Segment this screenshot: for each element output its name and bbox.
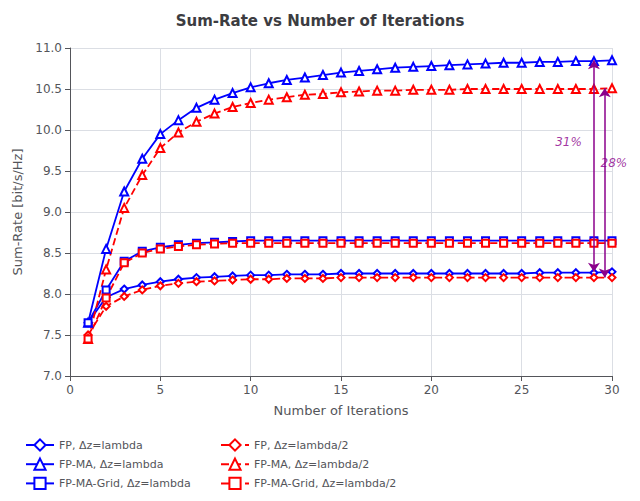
svg-text:25: 25	[514, 383, 529, 397]
svg-text:0: 0	[66, 383, 74, 397]
svg-text:9.5: 9.5	[43, 164, 62, 178]
svg-text:7.0: 7.0	[43, 369, 62, 383]
svg-text:20: 20	[424, 383, 439, 397]
svg-text:7.5: 7.5	[43, 328, 62, 342]
svg-text:FP-MA-Grid, Δz=lambda/2: FP-MA-Grid, Δz=lambda/2	[254, 477, 396, 490]
svg-text:8.5: 8.5	[43, 246, 62, 260]
svg-text:31%: 31%	[555, 135, 582, 149]
svg-text:Number of Iterations: Number of Iterations	[274, 403, 409, 418]
svg-text:FP-MA, Δz=lambda: FP-MA, Δz=lambda	[59, 458, 163, 471]
svg-text:15: 15	[333, 383, 348, 397]
svg-text:10: 10	[243, 383, 258, 397]
svg-text:30: 30	[604, 383, 619, 397]
svg-text:FP, Δz=lambda/2: FP, Δz=lambda/2	[254, 439, 348, 452]
svg-text:8.0: 8.0	[43, 287, 62, 301]
svg-text:Sum-Rate vs Number of Iteratio: Sum-Rate vs Number of Iterations	[176, 12, 465, 30]
svg-text:FP-MA, Δz=lambda/2: FP-MA, Δz=lambda/2	[254, 458, 369, 471]
svg-text:9.0: 9.0	[43, 205, 62, 219]
svg-text:10.0: 10.0	[35, 123, 62, 137]
svg-text:FP, Δz=lambda: FP, Δz=lambda	[59, 439, 143, 452]
svg-text:28%: 28%	[601, 156, 628, 170]
svg-text:FP-MA-Grid, Δz=lambda: FP-MA-Grid, Δz=lambda	[59, 477, 191, 490]
svg-text:Sum-Rate [bit/s/Hz]: Sum-Rate [bit/s/Hz]	[10, 148, 25, 275]
svg-text:10.5: 10.5	[35, 82, 62, 96]
svg-text:11.0: 11.0	[35, 41, 62, 55]
svg-text:5: 5	[157, 383, 165, 397]
